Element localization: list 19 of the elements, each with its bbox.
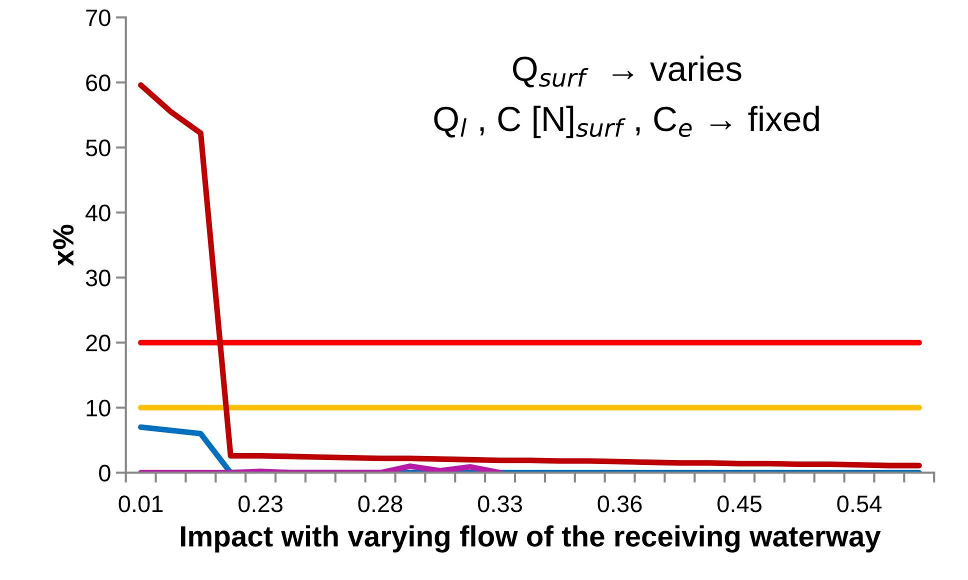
x-axis-title: Impact with varying flow of the receiving waterway <box>181 525 881 553</box>
x-tick-label: 0.23 <box>238 496 282 512</box>
y-tick-label: 0 <box>99 464 110 482</box>
y-tick-label: 20 <box>86 334 110 352</box>
x-tick-label: 0.33 <box>478 496 522 512</box>
x-tick-label: 0.28 <box>358 496 402 512</box>
y-tick-label: 70 <box>86 9 110 26</box>
y-tick-label: 50 <box>86 140 110 156</box>
y-axis-title: x% <box>53 224 74 266</box>
x-tick-label: 0.54 <box>837 496 882 512</box>
y-tick-label: 40 <box>86 204 110 222</box>
annotation: Q$_{l}$ , C [N]$_{surf}$ , C$_{e}$ → fixed <box>434 106 819 138</box>
x-tick-label: 0.01 <box>118 496 163 512</box>
x-tick-label: 0.36 <box>598 496 642 512</box>
annotation: Q$_{surf}$ → varies <box>512 56 742 88</box>
y-tick-label: 60 <box>86 74 110 92</box>
x-tick-label: 0.45 <box>717 496 762 512</box>
y-tick-label: 10 <box>86 400 110 416</box>
y-tick-label: 30 <box>86 270 110 286</box>
